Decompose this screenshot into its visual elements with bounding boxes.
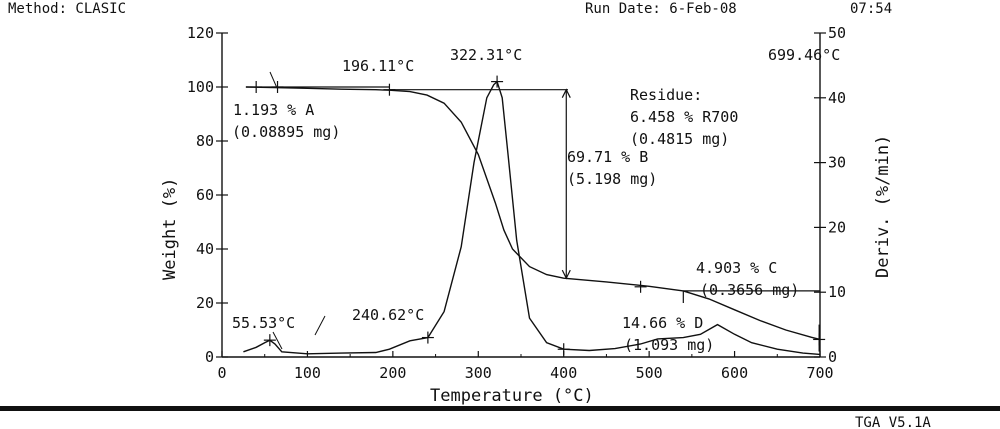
annotation-onset: 196.11°C [342,57,414,75]
y2-tick-label: 10 [828,283,846,301]
x-tick-label: 0 [217,364,226,382]
y2-tick-label: 20 [828,218,846,236]
x-tick-label: 100 [294,364,321,382]
leader-step-a [269,71,278,89]
y2-tick-label: 50 [828,24,846,42]
annotation-step-c-mass: (0.3656 mg) [700,281,799,299]
x-tick-label: 700 [806,364,833,382]
y-tick-label: 20 [196,294,214,312]
step-b-arrow-head-top [561,88,571,98]
annotation-step-b: 69.71 % B [567,148,648,166]
annotation-residue-pct: 6.458 % R700 [630,108,738,126]
y2-tick-label: 40 [828,89,846,107]
x-tick-label: 500 [636,364,663,382]
y-tick-label: 120 [187,24,214,42]
leader-peak1 [272,331,283,350]
y-tick-label: 100 [187,78,214,96]
y-axis-title: Weight (%) [160,178,180,280]
annotation-residue-mass: (0.4815 mg) [630,130,729,148]
annotation-marks [245,71,826,356]
footer-rule [0,406,1000,411]
y-tick-label: 80 [196,132,214,150]
y-tick-label: 0 [205,348,214,366]
annotation-step-a: 1.193 % A [233,101,314,119]
y2-tick-label: 0 [828,348,837,366]
y-tick-label: 40 [196,240,214,258]
method-label: Method: CLASIC [8,1,126,17]
x-tick-label: 200 [379,364,406,382]
annotation-peak3: 240.62°C [352,306,424,324]
y2-axis-title: Deriv. (%/min) [873,135,893,278]
step-b-arrow-head-bottom [561,269,571,280]
annotation-step-b-mass: (5.198 mg) [567,170,657,188]
annotation-step-c: 4.903 % C [696,259,777,277]
run-date-label: Run Date: 6-Feb-08 [585,1,737,17]
annotation-step-d: 14.66 % D [622,314,703,332]
run-time-label: 07:54 [850,1,892,17]
x-tick-label: 300 [465,364,492,382]
series-line-weight [245,86,821,341]
annotation-peak2: 322.31°C [450,46,522,64]
annotation-residue-title: Residue: [630,86,702,104]
x-tick-label: 600 [721,364,748,382]
y-tick-label: 60 [196,186,214,204]
leader-peak3 [314,315,326,336]
y2-tick-label: 30 [828,154,846,172]
version-label: TGA V5.1A [855,415,931,429]
axis-ticks: 0 100 200 300 400 500 600 700020406080100120010… [187,24,846,382]
annotation-step-a-mass: (0.08895 mg) [232,123,340,141]
x-tick-label: 400 [550,364,577,382]
x-axis-title: Temperature (°C) [430,386,594,406]
annotation-end-temp: 699.46°C [768,46,840,64]
annotation-step-d-mass: (1.093 mg) [624,336,714,354]
annotation-peak1: 55.53°C [232,314,295,332]
